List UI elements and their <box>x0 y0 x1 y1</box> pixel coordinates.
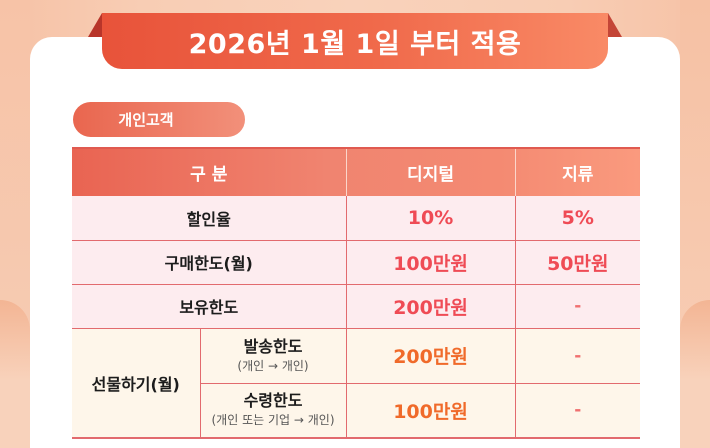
paper-value: 5% <box>514 196 641 241</box>
gift-group-label: 선물하기(월) <box>72 328 200 439</box>
banner-title: 2026년 1월 1일 부터 적용 <box>188 28 522 60</box>
send-limit-note: (개인 → 개인) <box>237 358 309 373</box>
effective-date-banner: 2026년 1월 1일 부터 적용 <box>102 13 608 69</box>
digital-value: 10% <box>345 196 516 241</box>
digital-value: 100만원 <box>345 240 516 285</box>
paper-value: 50만원 <box>514 240 641 285</box>
customer-segment-badge: 개인고객 <box>73 102 245 137</box>
table-row-gift-send: 선물하기(월) 발송한도 (개인 → 개인) 200만원 - <box>72 328 641 439</box>
digital-value: 100만원 <box>345 383 516 439</box>
row-label: 구매한도(월) <box>72 240 347 285</box>
receive-limit-label: 수령한도 <box>243 391 303 411</box>
row-label: 할인율 <box>72 196 347 241</box>
row-label: 보유한도 <box>72 284 347 329</box>
sub-row-label: 발송한도 (개인 → 개인) <box>199 328 347 384</box>
digital-value: 200만원 <box>345 328 516 384</box>
table-row-gift-receive: 수령한도 (개인 또는 기업 → 개인) 100만원 - <box>72 383 641 439</box>
paper-value: - <box>514 383 641 439</box>
receive-limit-note: (개인 또는 기업 → 개인) <box>211 413 335 428</box>
send-limit-label: 발송한도 <box>243 336 303 356</box>
background-arch-right <box>680 300 710 448</box>
ribbon-fold-left <box>88 13 102 37</box>
sub-row-label: 수령한도 (개인 또는 기업 → 개인) <box>199 383 347 439</box>
ribbon-fold-right <box>608 13 622 37</box>
limits-table: 구 분 디지털 지류 할인율 10% 5% 구매한도(월) 100만원 50만원… <box>72 147 641 439</box>
segment-label: 개인고객 <box>118 111 174 129</box>
header-digital: 디지털 <box>345 147 516 196</box>
paper-value: - <box>514 328 641 384</box>
background-arch-left <box>0 300 30 448</box>
header-paper: 지류 <box>514 147 641 196</box>
table-row-holding-limit: 보유한도 200만원 - <box>72 284 641 329</box>
digital-value: 200만원 <box>345 284 516 329</box>
header-category: 구 분 <box>72 147 347 196</box>
table-row-purchase-limit: 구매한도(월) 100만원 50만원 <box>72 240 641 285</box>
table-row-discount: 할인율 10% 5% <box>72 196 641 241</box>
paper-value: - <box>514 284 641 329</box>
table-header-row: 구 분 디지털 지류 <box>72 147 641 196</box>
